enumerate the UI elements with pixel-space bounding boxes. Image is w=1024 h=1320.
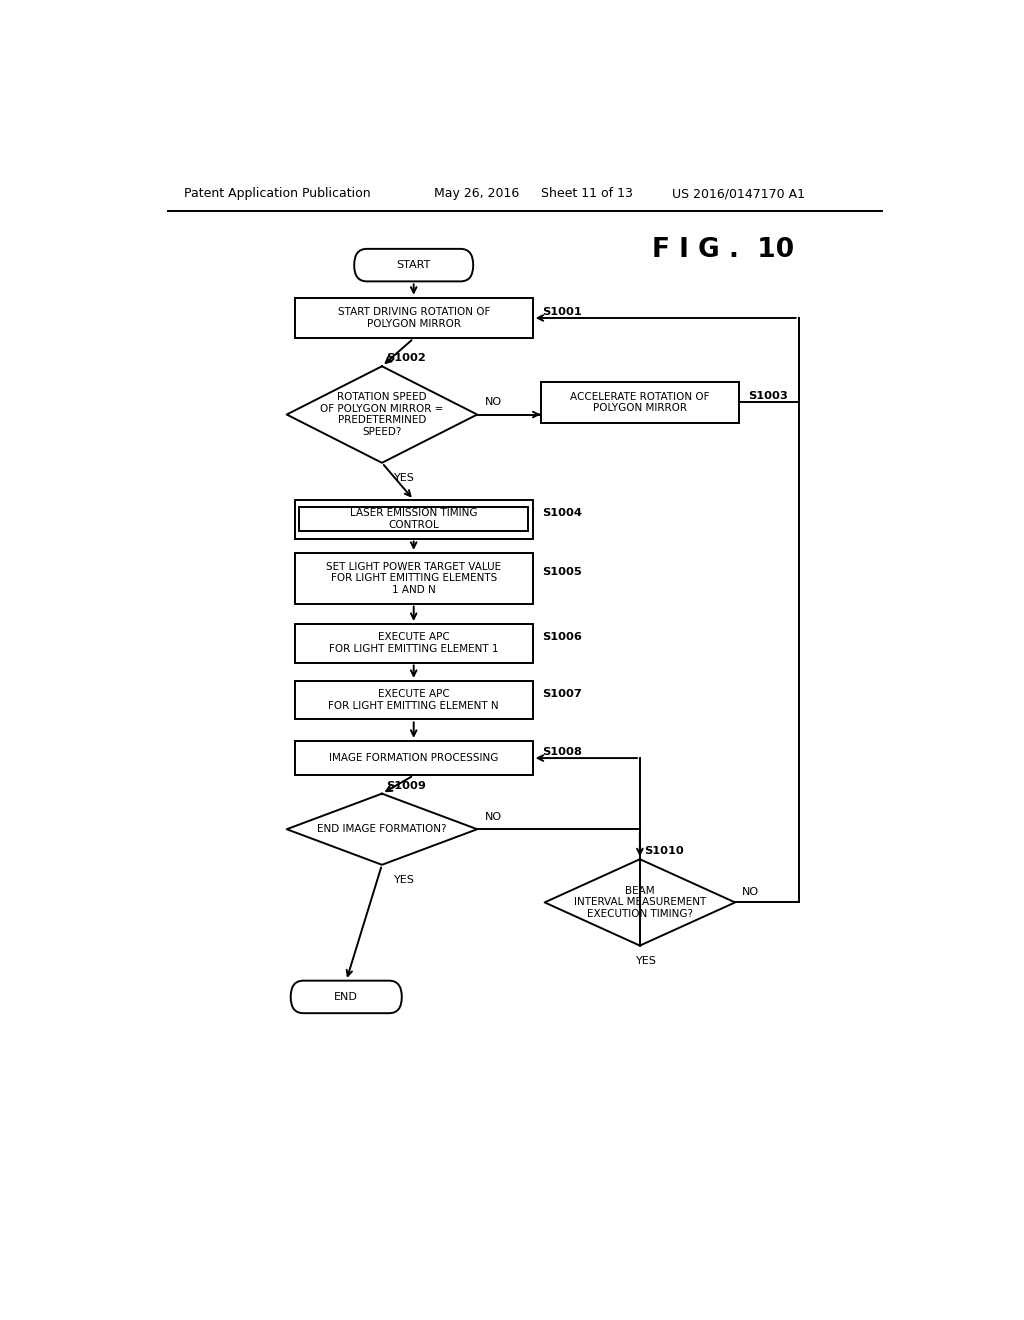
Text: US 2016/0147170 A1: US 2016/0147170 A1 (672, 187, 805, 201)
Text: END IMAGE FORMATION?: END IMAGE FORMATION? (317, 824, 446, 834)
Text: BEAM
INTERVAL MEASUREMENT
EXECUTION TIMING?: BEAM INTERVAL MEASUREMENT EXECUTION TIMI… (573, 886, 706, 919)
Text: NO: NO (485, 397, 502, 408)
Text: ROTATION SPEED
OF POLYGON MIRROR =
PREDETERMINED
SPEED?: ROTATION SPEED OF POLYGON MIRROR = PREDE… (321, 392, 443, 437)
FancyBboxPatch shape (354, 249, 473, 281)
Text: S1006: S1006 (543, 632, 582, 642)
Text: ACCELERATE ROTATION OF
POLYGON MIRROR: ACCELERATE ROTATION OF POLYGON MIRROR (570, 392, 710, 413)
Text: S1004: S1004 (543, 508, 582, 519)
Polygon shape (287, 793, 477, 865)
Polygon shape (545, 859, 735, 945)
Text: NO: NO (741, 887, 759, 898)
Text: S1003: S1003 (749, 391, 788, 401)
Text: S1008: S1008 (543, 747, 582, 756)
FancyBboxPatch shape (295, 553, 532, 603)
Text: EXECUTE APC
FOR LIGHT EMITTING ELEMENT N: EXECUTE APC FOR LIGHT EMITTING ELEMENT N (329, 689, 499, 711)
Text: LASER EMISSION TIMING
CONTROL: LASER EMISSION TIMING CONTROL (350, 508, 477, 531)
Text: START DRIVING ROTATION OF
POLYGON MIRROR: START DRIVING ROTATION OF POLYGON MIRROR (338, 308, 489, 329)
FancyBboxPatch shape (295, 297, 532, 338)
Text: END: END (334, 991, 358, 1002)
Text: S1007: S1007 (543, 689, 582, 700)
Text: START: START (396, 260, 431, 271)
Text: YES: YES (394, 473, 415, 483)
FancyBboxPatch shape (295, 681, 532, 719)
Text: S1009: S1009 (386, 780, 426, 791)
Text: SET LIGHT POWER TARGET VALUE
FOR LIGHT EMITTING ELEMENTS
1 AND N: SET LIGHT POWER TARGET VALUE FOR LIGHT E… (326, 561, 502, 595)
Text: F I G .  10: F I G . 10 (652, 236, 794, 263)
Text: S1002: S1002 (386, 354, 426, 363)
Text: Patent Application Publication: Patent Application Publication (183, 187, 371, 201)
Text: EXECUTE APC
FOR LIGHT EMITTING ELEMENT 1: EXECUTE APC FOR LIGHT EMITTING ELEMENT 1 (329, 632, 499, 653)
Text: NO: NO (485, 812, 502, 822)
Text: IMAGE FORMATION PROCESSING: IMAGE FORMATION PROCESSING (329, 754, 499, 763)
Text: S1005: S1005 (543, 568, 582, 577)
Text: YES: YES (394, 875, 415, 884)
Text: S1010: S1010 (644, 846, 684, 857)
FancyBboxPatch shape (295, 741, 532, 775)
FancyBboxPatch shape (295, 624, 532, 663)
Text: May 26, 2016: May 26, 2016 (433, 187, 519, 201)
FancyBboxPatch shape (291, 981, 401, 1014)
Text: Sheet 11 of 13: Sheet 11 of 13 (541, 187, 633, 201)
FancyBboxPatch shape (541, 381, 739, 422)
Text: YES: YES (636, 956, 656, 966)
Polygon shape (287, 366, 477, 463)
Text: S1001: S1001 (543, 306, 582, 317)
FancyBboxPatch shape (295, 500, 532, 539)
